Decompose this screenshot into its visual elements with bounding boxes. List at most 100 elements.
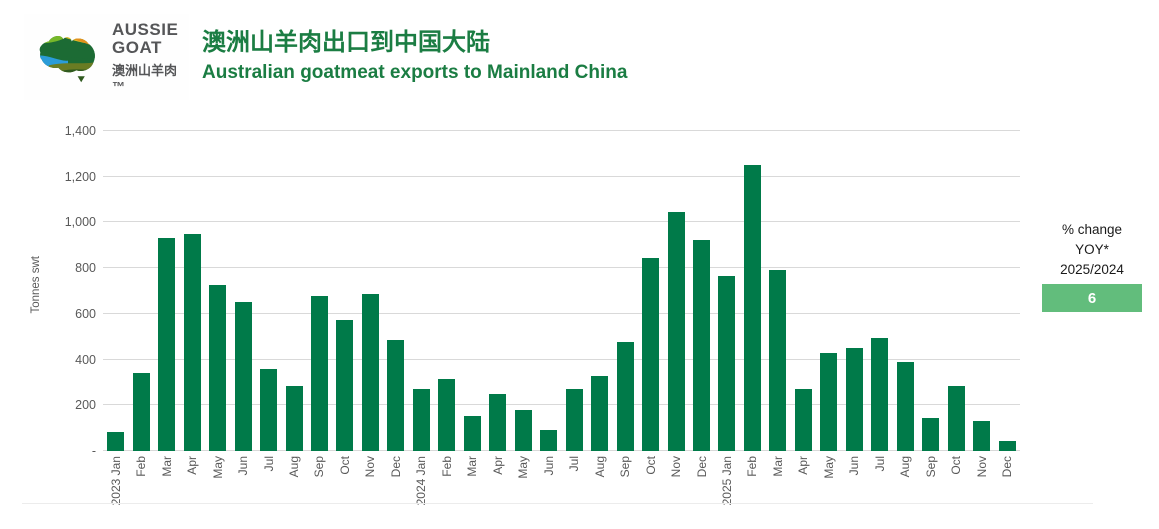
bar-slot bbox=[205, 131, 230, 451]
bar bbox=[463, 415, 481, 451]
x-tick-slot: Mar bbox=[460, 456, 485, 522]
x-tick-slot: Apr bbox=[485, 456, 510, 522]
bar-slot bbox=[154, 131, 179, 451]
x-tick-slot: Sep bbox=[612, 456, 637, 522]
x-tick-slot: Sep bbox=[918, 456, 943, 522]
y-tick-label: - bbox=[91, 444, 96, 458]
x-tick-label: Jun bbox=[541, 456, 556, 476]
x-tick-label: Apr bbox=[796, 456, 811, 475]
bar-slot bbox=[561, 131, 586, 451]
bar-slot bbox=[434, 131, 459, 451]
x-tick-slot: Nov bbox=[663, 456, 688, 522]
yoy-value: 6 bbox=[1087, 289, 1097, 307]
x-tick-slot: Sep bbox=[307, 456, 332, 522]
x-tick-slot: Oct bbox=[943, 456, 968, 522]
x-tick-label: Feb bbox=[745, 456, 760, 477]
bar bbox=[132, 373, 150, 451]
x-tick-label: Jun bbox=[236, 456, 251, 476]
gridline bbox=[103, 450, 1020, 451]
x-tick-slot: Apr bbox=[179, 456, 204, 522]
bar-slot bbox=[307, 131, 332, 451]
bar-slot bbox=[638, 131, 663, 451]
bar-slot bbox=[943, 131, 968, 451]
x-tick-label: Feb bbox=[439, 456, 454, 477]
bar bbox=[794, 389, 812, 451]
bar bbox=[412, 389, 430, 451]
x-tick-slot: Nov bbox=[358, 456, 383, 522]
x-tick-slot: Jul bbox=[867, 456, 892, 522]
gridline bbox=[103, 175, 1020, 177]
x-tick-label: Jun bbox=[847, 456, 862, 476]
x-tick-label: Feb bbox=[134, 456, 149, 477]
bar bbox=[616, 342, 634, 451]
bar bbox=[845, 348, 863, 451]
bar bbox=[310, 295, 328, 451]
plot-area bbox=[103, 130, 1020, 451]
bar-slot bbox=[103, 131, 128, 451]
bar-slot bbox=[511, 131, 536, 451]
bar-slot bbox=[179, 131, 204, 451]
yoy-label-line3: 2025/2024 bbox=[1060, 262, 1124, 277]
x-tick-label: Aug bbox=[592, 456, 607, 478]
x-tick-slot: Jul bbox=[256, 456, 281, 522]
x-tick-slot: Aug bbox=[587, 456, 612, 522]
bar bbox=[769, 270, 787, 451]
bar-slot bbox=[765, 131, 790, 451]
x-tick-label: Dec bbox=[388, 456, 403, 478]
bar-slot bbox=[969, 131, 994, 451]
bar bbox=[947, 385, 965, 451]
x-tick-slot: Jul bbox=[561, 456, 586, 522]
x-tick-label: 2024 Jan bbox=[414, 456, 429, 506]
y-tick-label: 600 bbox=[75, 306, 96, 321]
bar-slot bbox=[358, 131, 383, 451]
bar bbox=[871, 337, 889, 451]
bar-slot bbox=[587, 131, 612, 451]
x-tick-slot: Oct bbox=[332, 456, 357, 522]
x-tick-label: Dec bbox=[694, 456, 709, 478]
x-tick-slot: Mar bbox=[154, 456, 179, 522]
x-tick-label: Nov bbox=[974, 456, 989, 478]
bar bbox=[285, 385, 303, 451]
bar-slot bbox=[230, 131, 255, 451]
bar-slot bbox=[536, 131, 561, 451]
x-tick-label: 2023 Jan bbox=[108, 456, 123, 506]
chart-titles: 澳洲山羊肉出口到中国大陆 Australian goatmeat exports… bbox=[202, 28, 627, 86]
x-tick-label: Jul bbox=[567, 456, 582, 472]
bar-slot bbox=[256, 131, 281, 451]
bar-slot bbox=[918, 131, 943, 451]
bar-slot bbox=[332, 131, 357, 451]
x-tick-slot: Dec bbox=[689, 456, 714, 522]
y-tick-label: 200 bbox=[75, 398, 96, 413]
gridline bbox=[103, 267, 1020, 269]
bar bbox=[743, 165, 761, 451]
x-tick-label: Oct bbox=[337, 456, 352, 475]
bar-slot bbox=[383, 131, 408, 451]
x-tick-label: Nov bbox=[669, 456, 684, 478]
y-axis-tick-labels: - 200 400 600 800 1,000 1,200 1,400 bbox=[40, 124, 96, 458]
gridline bbox=[103, 221, 1020, 223]
x-tick-label: Sep bbox=[618, 456, 633, 478]
bar bbox=[489, 393, 507, 451]
x-tick-slot: Feb bbox=[740, 456, 765, 522]
x-tick-slot: 2024 Jan bbox=[409, 456, 434, 522]
x-tick-slot: Jun bbox=[842, 456, 867, 522]
gridline bbox=[103, 358, 1020, 360]
bar-slot bbox=[663, 131, 688, 451]
australia-map-icon bbox=[39, 36, 95, 83]
x-tick-label: Apr bbox=[185, 456, 200, 475]
x-tick-label: Oct bbox=[949, 456, 964, 475]
bar-slot bbox=[842, 131, 867, 451]
x-tick-label: Nov bbox=[363, 456, 378, 478]
x-tick-label: Sep bbox=[312, 456, 327, 478]
bar bbox=[209, 285, 227, 451]
bar bbox=[514, 409, 532, 451]
x-tick-label: May bbox=[210, 456, 225, 479]
x-tick-label: Dec bbox=[1000, 456, 1015, 478]
x-tick-slot: 2025 Jan bbox=[714, 456, 739, 522]
yoy-label-line1: % change bbox=[1061, 222, 1123, 237]
x-tick-label: Sep bbox=[923, 456, 938, 478]
x-tick-slot: May bbox=[205, 456, 230, 522]
bar bbox=[998, 440, 1016, 451]
logo-wordmark: AUSSIE GOAT 澳洲山羊肉™ bbox=[112, 20, 189, 94]
